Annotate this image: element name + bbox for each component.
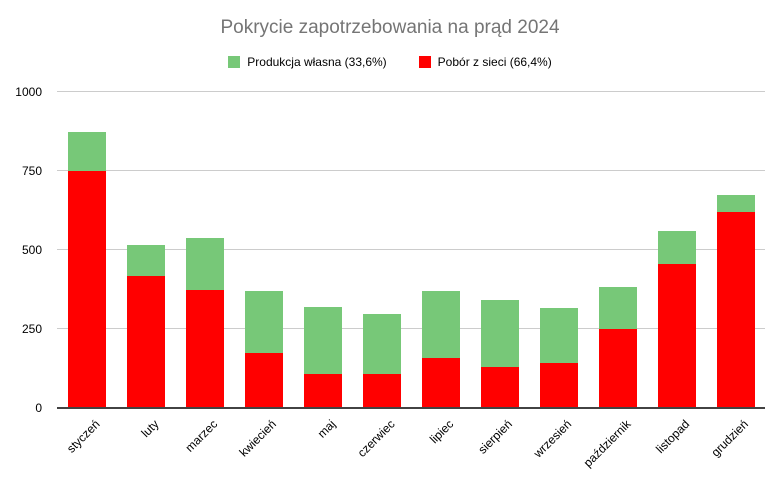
bar-segment-produkcja-wlasna-maj[interactable]	[303, 306, 342, 375]
bar-slot-kwiecień	[234, 92, 293, 408]
x-tick-label-luty: luty	[138, 417, 162, 441]
gridline-500	[57, 249, 765, 250]
bar-sierpień[interactable]	[480, 92, 519, 408]
bar-segment-produkcja-wlasna-luty[interactable]	[126, 244, 165, 276]
bar-segment-produkcja-wlasna-listopad[interactable]	[657, 231, 696, 264]
x-tick-label-sierpień: sierpień	[475, 417, 516, 457]
bar-slot-sierpień	[470, 92, 529, 408]
bar-listopad[interactable]	[657, 92, 696, 408]
bar-segment-produkcja-wlasna-kwiecień[interactable]	[244, 291, 283, 354]
bar-segment-pobor-z-sieci-grudzień[interactable]	[716, 211, 755, 408]
bar-segment-produkcja-wlasna-marzec[interactable]	[185, 238, 224, 291]
bar-segment-pobor-z-sieci-czerwiec[interactable]	[362, 374, 401, 408]
gridline-1000	[57, 91, 765, 92]
bar-segment-pobor-z-sieci-sierpień[interactable]	[480, 366, 519, 408]
y-tick-label-1000: 1000	[15, 85, 42, 99]
bar-segment-pobor-z-sieci-listopad[interactable]	[657, 263, 696, 408]
x-label-slot-marzec: marzec	[175, 410, 234, 482]
bar-segment-produkcja-wlasna-styczeń[interactable]	[67, 132, 106, 171]
bar-segment-pobor-z-sieci-lipiec[interactable]	[421, 358, 460, 408]
legend-swatch-red-icon	[418, 56, 431, 68]
legend-label-pobor-z-sieci: Pobór z sieci (66,4%)	[437, 55, 552, 69]
bar-segment-produkcja-wlasna-wrzesień[interactable]	[539, 307, 578, 364]
bar-slot-październik	[588, 92, 647, 408]
gridline-250	[57, 328, 765, 329]
bar-segment-pobor-z-sieci-marzec[interactable]	[185, 290, 224, 408]
bar-segment-produkcja-wlasna-październik[interactable]	[598, 286, 637, 330]
plot-area	[57, 91, 765, 409]
x-tick-label-październik: październik	[580, 417, 634, 470]
chart-title: Pokrycie zapotrzebowania na prąd 2024	[220, 17, 560, 38]
bar-slot-styczeń	[57, 92, 116, 408]
legend-swatch-green-icon	[228, 56, 241, 68]
bar-segment-produkcja-wlasna-czerwiec[interactable]	[362, 313, 401, 375]
bar-segment-pobor-z-sieci-luty[interactable]	[126, 275, 165, 408]
x-label-slot-luty: luty	[116, 410, 175, 482]
x-label-slot-listopad: listopad	[647, 410, 706, 482]
bar-segment-produkcja-wlasna-sierpień[interactable]	[480, 299, 519, 367]
bar-slot-maj	[293, 92, 352, 408]
x-label-slot-czerwiec: czerwiec	[352, 410, 411, 482]
x-axis-labels: styczeń luty marzec kwiecień maj czerwiec lipi…	[57, 410, 765, 482]
x-tick-label-wrzesień: wrzesień	[531, 417, 575, 461]
x-label-slot-październik: październik	[581, 410, 647, 482]
bar-slot-marzec	[175, 92, 234, 408]
x-tick-label-grudzień: grudzień	[708, 417, 752, 460]
bar-segment-pobor-z-sieci-październik[interactable]	[598, 329, 637, 408]
x-tick-label-marzec: marzec	[182, 417, 221, 455]
legend-label-produkcja-wlasna: Produkcja własna (33,6%)	[247, 55, 387, 69]
gridline-750	[57, 170, 765, 171]
bar-luty[interactable]	[126, 92, 165, 408]
legend-item-produkcja-wlasna: Produkcja własna (33,6%)	[228, 55, 387, 69]
x-label-slot-maj: maj	[293, 410, 352, 482]
y-axis: 0 250 500 750 1000	[0, 86, 50, 414]
x-axis-line	[57, 407, 765, 409]
bar-slot-luty	[116, 92, 175, 408]
bar-lipiec[interactable]	[421, 92, 460, 408]
bar-segment-pobor-z-sieci-kwiecień[interactable]	[244, 353, 283, 408]
x-tick-label-lipiec: lipiec	[427, 417, 457, 447]
bar-slot-grudzień	[706, 92, 765, 408]
bar-maj[interactable]	[303, 92, 342, 408]
bar-segment-produkcja-wlasna-lipiec[interactable]	[421, 290, 460, 359]
bar-czerwiec[interactable]	[362, 92, 401, 408]
bar-październik[interactable]	[598, 92, 637, 408]
y-tick-label-500: 500	[21, 243, 42, 257]
bar-slot-lipiec	[411, 92, 470, 408]
bar-slot-listopad	[647, 92, 706, 408]
y-tick-label-750: 750	[21, 164, 42, 178]
x-label-slot-grudzień: grudzień	[706, 410, 765, 482]
x-tick-label-czerwiec: czerwiec	[354, 417, 398, 460]
bar-segment-pobor-z-sieci-styczeń[interactable]	[67, 171, 106, 408]
x-tick-label-maj: maj	[314, 417, 339, 441]
x-tick-label-styczeń: styczeń	[63, 417, 103, 456]
bar-wrzesień[interactable]	[539, 92, 578, 408]
x-tick-label-kwiecień: kwiecień	[236, 417, 280, 460]
bar-slot-wrzesień	[529, 92, 588, 408]
bar-segment-produkcja-wlasna-grudzień[interactable]	[716, 194, 755, 212]
x-label-slot-styczeń: styczeń	[57, 410, 116, 482]
bar-segment-pobor-z-sieci-maj[interactable]	[303, 374, 342, 408]
bar-grudzień[interactable]	[716, 92, 755, 408]
y-tick-label-0: 0	[35, 401, 42, 415]
x-tick-label-listopad: listopad	[653, 417, 693, 457]
x-label-slot-wrzesień: wrzesień	[529, 410, 588, 482]
x-label-slot-kwiecień: kwiecień	[234, 410, 293, 482]
x-label-slot-sierpień: sierpień	[470, 410, 529, 482]
legend-item-pobor-z-sieci: Pobór z sieci (66,4%)	[418, 55, 552, 69]
x-label-slot-lipiec: lipiec	[411, 410, 470, 482]
bar-slot-czerwiec	[352, 92, 411, 408]
bars-container	[57, 92, 765, 408]
bar-segment-pobor-z-sieci-wrzesień[interactable]	[539, 363, 578, 408]
bar-marzec[interactable]	[185, 92, 224, 408]
bar-styczeń[interactable]	[67, 92, 106, 408]
chart-legend: Produkcja własna (33,6%) Pobór z sieci (…	[0, 55, 780, 69]
bar-kwiecień[interactable]	[244, 92, 283, 408]
y-tick-label-250: 250	[21, 322, 42, 336]
